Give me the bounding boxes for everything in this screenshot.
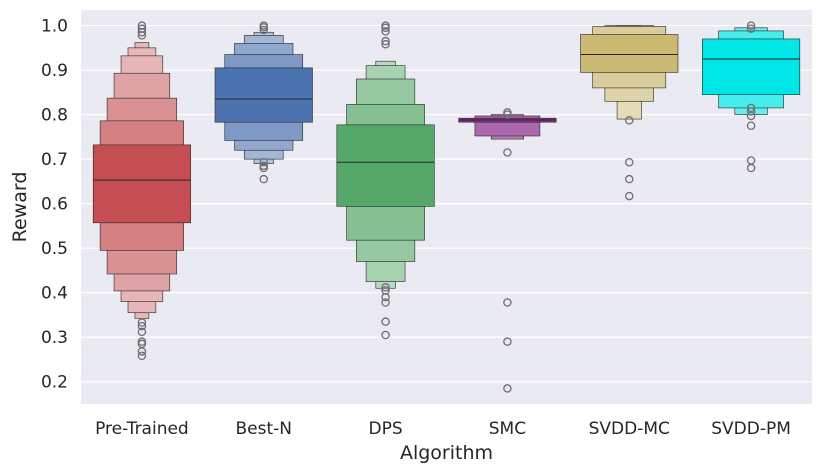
outlier-point [381, 27, 390, 36]
outlier-point [137, 327, 147, 337]
outlier-point [381, 283, 390, 292]
boxen-level [214, 67, 313, 123]
boxen-series [92, 25, 801, 319]
gridlines [81, 24, 812, 383]
boxen-level [702, 38, 801, 95]
outlier-point [746, 24, 756, 33]
y-axis-title: Reward [9, 172, 31, 243]
outlier-point [259, 158, 268, 167]
outlier-point [259, 174, 268, 184]
outlier-point [746, 111, 756, 121]
outlier-point [625, 158, 634, 167]
outlier-point [381, 36, 390, 46]
y-tick-label: 0.4 [41, 284, 68, 304]
x-tick-label: DPS [369, 419, 403, 439]
y-tick-labels: 0.2 0.3 0.4 0.5 0.6 0.7 0.8 0.9 1.0 [41, 17, 68, 393]
y-tick-label: 0.7 [41, 150, 68, 170]
outlier-point [503, 148, 512, 157]
outlier-point [381, 330, 390, 340]
outlier-point [503, 384, 512, 393]
x-tick-label: SVDD-MC [589, 419, 670, 439]
boxen-pre-trained [92, 42, 191, 319]
outlier-point [503, 337, 512, 346]
outlier-point [746, 107, 756, 116]
outlier-point [381, 21, 390, 30]
boxen-level [92, 144, 191, 224]
outlier-points [137, 21, 756, 393]
outlier-point [137, 318, 147, 327]
outlier-point [259, 21, 268, 30]
outlier-point [137, 24, 147, 33]
outlier-point [746, 121, 756, 131]
boxen-level [580, 34, 679, 73]
outlier-point [137, 21, 147, 30]
outlier-point [381, 286, 390, 295]
outlier-point [625, 116, 634, 125]
outlier-point [381, 298, 390, 307]
outlier-point [259, 161, 268, 171]
plot-background [81, 10, 812, 404]
y-tick-label: 0.6 [41, 195, 68, 215]
outlier-point [503, 298, 512, 307]
boxen-level [336, 124, 435, 207]
y-tick-label: 0.9 [41, 61, 68, 81]
x-tick-labels: Pre-Trained Best-N DPS SMC SVDD-MC SVDD-PM [95, 419, 791, 439]
outlier-point [503, 108, 512, 117]
x-tick-label: Best-N [236, 419, 293, 439]
boxen-dps [336, 60, 435, 289]
boxen-svdd-pm [702, 27, 801, 115]
outlier-point [137, 337, 147, 346]
outlier-point [381, 40, 390, 49]
outlier-point [381, 317, 390, 326]
x-tick-label: SMC [489, 419, 526, 439]
outlier-point [746, 21, 756, 30]
outlier-point [746, 103, 756, 113]
y-tick-label: 0.3 [41, 328, 68, 348]
boxen-svdd-mc [580, 25, 679, 120]
y-tick-label: 1.0 [41, 17, 68, 37]
x-tick-label: SVDD-PM [711, 419, 791, 439]
x-axis-title: Algorithm [400, 442, 493, 464]
x-tick-label: Pre-Trained [95, 419, 189, 439]
outlier-point [746, 156, 756, 165]
boxen-smc [458, 114, 557, 140]
y-tick-label: 0.2 [41, 373, 68, 393]
y-tick-label: 0.8 [41, 106, 68, 126]
outlier-point [137, 321, 147, 331]
outlier-point [625, 191, 634, 201]
outlier-point [259, 25, 268, 35]
outlier-point [137, 351, 147, 361]
outlier-point [625, 174, 634, 184]
boxen-best-n [214, 31, 313, 164]
y-tick-label: 0.5 [41, 239, 68, 259]
